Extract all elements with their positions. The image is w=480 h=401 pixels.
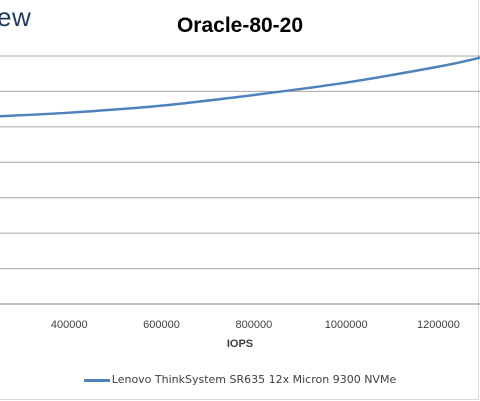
x-tick-label: 800000 bbox=[235, 319, 272, 331]
x-tick-label: 400000 bbox=[51, 319, 88, 331]
brand-logo: ew bbox=[0, 2, 32, 32]
gridlines bbox=[0, 55, 480, 305]
x-tick-label: 1200000 bbox=[417, 319, 460, 331]
x-tick-labels: 400000 600000 800000 1000000 1200000 bbox=[51, 319, 460, 331]
x-tick-label: 1000000 bbox=[325, 319, 368, 331]
x-axis-label: IOPS bbox=[227, 338, 253, 350]
series-line bbox=[0, 56, 480, 118]
chart-title: Oracle-80-20 bbox=[176, 14, 304, 37]
legend-entry: Lenovo ThinkSystem SR635 12x Micron 9300… bbox=[111, 373, 397, 386]
legend: Lenovo ThinkSystem SR635 12x Micron 9300… bbox=[0, 373, 480, 386]
x-tick-label: 600000 bbox=[143, 319, 180, 331]
legend-swatch bbox=[83, 378, 110, 382]
